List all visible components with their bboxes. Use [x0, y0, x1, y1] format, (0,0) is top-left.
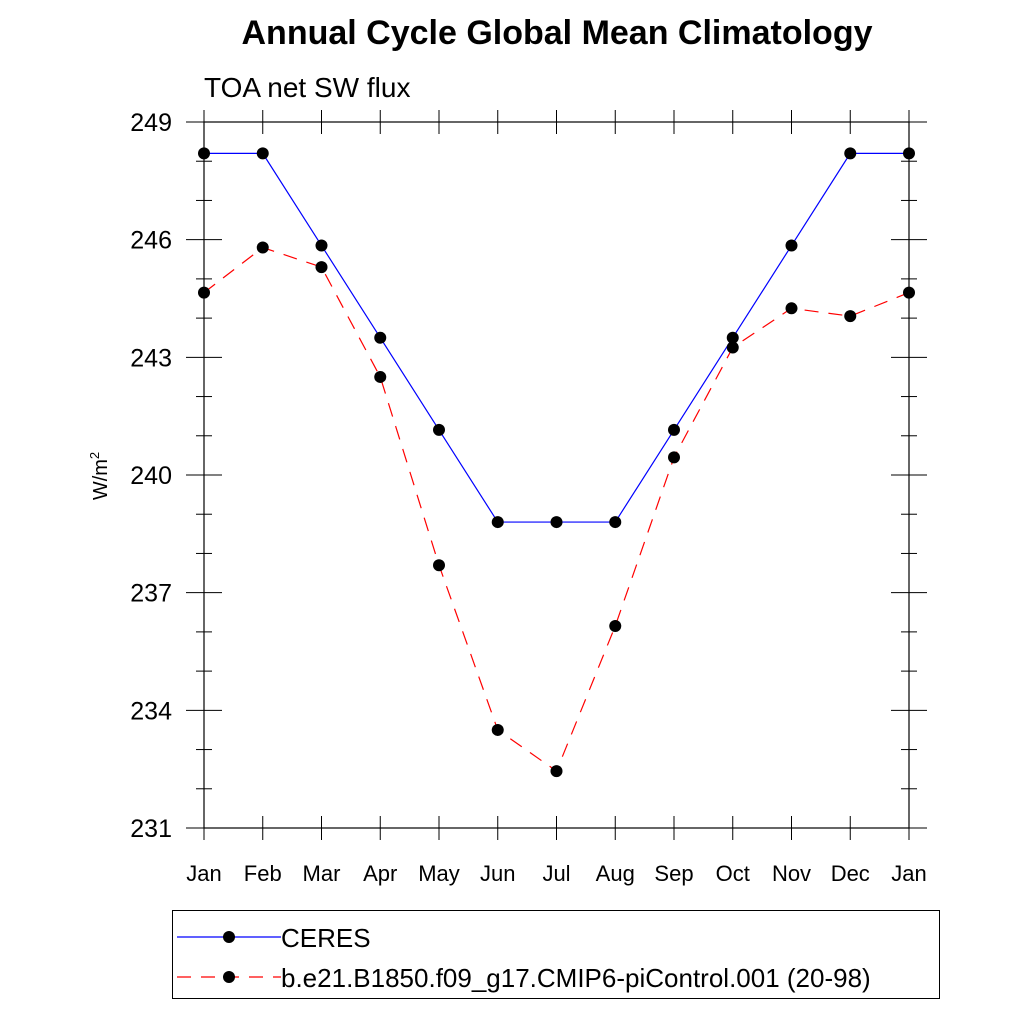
data-point-series-1 — [726, 341, 739, 354]
legend-item-model: b.e21.B1850.f09_g17.CMIP6-piControl.001 … — [173, 957, 939, 997]
y-tick-label: 249 — [130, 109, 172, 137]
chart-title: Annual Cycle Global Mean Climatology — [241, 14, 873, 52]
series-line-1 — [203, 246, 910, 773]
data-point-series-0 — [374, 331, 387, 344]
x-tick-label: Jul — [542, 861, 570, 886]
data-point-series-0 — [198, 147, 210, 160]
x-tick-label: Jan — [186, 861, 221, 886]
data-point-series-1 — [550, 765, 563, 778]
data-point-series-0 — [668, 423, 680, 436]
data-point-series-0 — [609, 516, 622, 529]
data-point-series-1 — [903, 286, 915, 299]
data-point-series-0 — [550, 516, 563, 529]
x-tick-label: Jun — [480, 861, 515, 886]
data-point-series-1 — [374, 370, 387, 383]
legend-item-ceres: CERES — [173, 917, 939, 957]
legend-swatch-ceres — [177, 931, 281, 943]
x-tick-label: Apr — [363, 861, 397, 886]
data-point-series-1 — [668, 451, 680, 464]
y-tick-label: 237 — [130, 580, 172, 608]
data-point-series-1 — [433, 559, 445, 572]
data-point-series-0 — [903, 147, 915, 160]
legend-swatch-model — [177, 971, 281, 983]
y-axis-label: W/m2 — [87, 452, 113, 500]
y-tick-label: 243 — [130, 344, 172, 372]
data-point-series-1 — [198, 286, 210, 299]
data-point-series-1 — [315, 261, 328, 274]
x-tick-label: Dec — [831, 861, 870, 886]
y-axis-label-text: W/m — [89, 459, 112, 501]
data-point-series-1 — [844, 310, 857, 323]
series-layer — [198, 147, 915, 778]
data-point-series-0 — [315, 239, 328, 252]
series-line-0 — [204, 152, 909, 523]
data-point-series-1 — [609, 620, 622, 633]
axis-ticks — [186, 110, 927, 840]
data-point-series-0 — [726, 331, 739, 344]
tick-labels: Jan Feb Mar Apr May Jun Jul Aug Sep Oct Nov Dec Jan 2… — [130, 109, 926, 886]
data-point-series-0 — [433, 423, 445, 436]
data-point-series-1 — [256, 241, 269, 254]
data-point-series-0 — [491, 516, 504, 529]
data-point-series-1 — [491, 723, 504, 736]
chart-subtitle: TOA net SW flux — [204, 72, 411, 103]
data-point-series-0 — [785, 239, 798, 252]
x-tick-label: Aug — [596, 861, 635, 886]
y-tick-label: 231 — [130, 815, 172, 843]
y-tick-label: 234 — [130, 697, 172, 725]
y-axis-label-exponent: 2 — [87, 451, 103, 460]
x-tick-label: Feb — [244, 861, 282, 886]
data-point-series-0 — [844, 147, 857, 160]
x-tick-label: Jan — [891, 861, 926, 886]
data-point-series-1 — [785, 302, 798, 315]
data-point-series-0 — [256, 147, 269, 160]
x-tick-label: Nov — [772, 861, 811, 886]
x-tick-label: Mar — [303, 861, 341, 886]
y-tick-label: 246 — [130, 227, 172, 255]
x-tick-label: Sep — [654, 861, 693, 886]
legend: CERES b.e21.B1850.f09_g17.CMIP6-piContro… — [172, 910, 940, 999]
x-tick-label: Oct — [716, 861, 750, 886]
legend-label-model: b.e21.B1850.f09_g17.CMIP6-piControl.001 … — [281, 963, 871, 993]
plot-frame — [203, 121, 910, 829]
legend-label-ceres: CERES — [281, 923, 371, 953]
y-tick-label: 240 — [130, 462, 172, 490]
x-tick-label: May — [418, 861, 460, 886]
